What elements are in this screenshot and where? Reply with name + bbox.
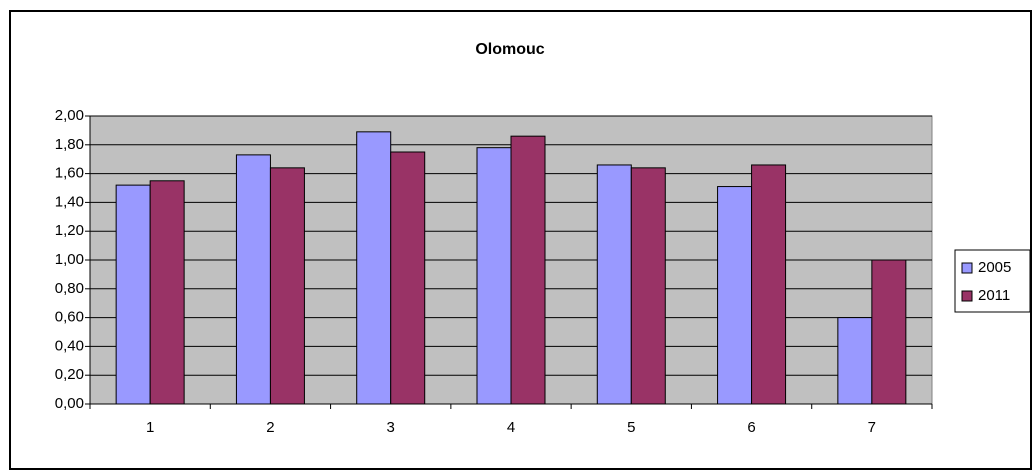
legend-swatch bbox=[961, 262, 973, 274]
bar bbox=[871, 259, 907, 405]
bar bbox=[837, 317, 873, 405]
bar bbox=[115, 184, 151, 405]
legend-label: 2011 bbox=[978, 287, 1010, 304]
bar bbox=[596, 164, 632, 405]
bar bbox=[390, 151, 426, 405]
y-tick-label: 1,00 bbox=[55, 251, 84, 268]
x-tick-label: 6 bbox=[747, 419, 755, 436]
chart-title: Olomouc bbox=[475, 41, 544, 58]
bar bbox=[717, 186, 753, 405]
legend-swatch bbox=[961, 290, 973, 302]
bar bbox=[235, 154, 271, 405]
y-tick-label: 0,20 bbox=[55, 366, 84, 383]
x-tick-label: 4 bbox=[507, 419, 515, 436]
legend-label: 2005 bbox=[978, 259, 1011, 276]
bar bbox=[269, 167, 305, 405]
legend-box bbox=[954, 249, 1031, 313]
y-tick-label: 2,00 bbox=[55, 107, 84, 124]
bar bbox=[510, 135, 546, 405]
y-tick-label: 0,60 bbox=[55, 309, 84, 326]
x-tick-label: 3 bbox=[387, 419, 395, 436]
y-tick-label: 0,80 bbox=[55, 280, 84, 297]
y-tick-label: 1,80 bbox=[55, 136, 84, 153]
y-tick-label: 0,00 bbox=[55, 395, 84, 412]
x-tick-label: 7 bbox=[868, 419, 876, 436]
bar bbox=[149, 180, 185, 405]
y-tick-label: 1,40 bbox=[55, 193, 84, 210]
x-tick-label: 2 bbox=[266, 419, 274, 436]
x-tick-label: 1 bbox=[146, 419, 154, 436]
y-tick-label: 0,40 bbox=[55, 337, 84, 354]
bar bbox=[476, 147, 512, 405]
bar bbox=[356, 131, 392, 405]
bar bbox=[630, 167, 666, 405]
bar bbox=[751, 164, 787, 405]
y-tick-label: 1,20 bbox=[55, 222, 84, 239]
x-tick-label: 5 bbox=[627, 419, 635, 436]
y-tick-label: 1,60 bbox=[55, 165, 84, 182]
